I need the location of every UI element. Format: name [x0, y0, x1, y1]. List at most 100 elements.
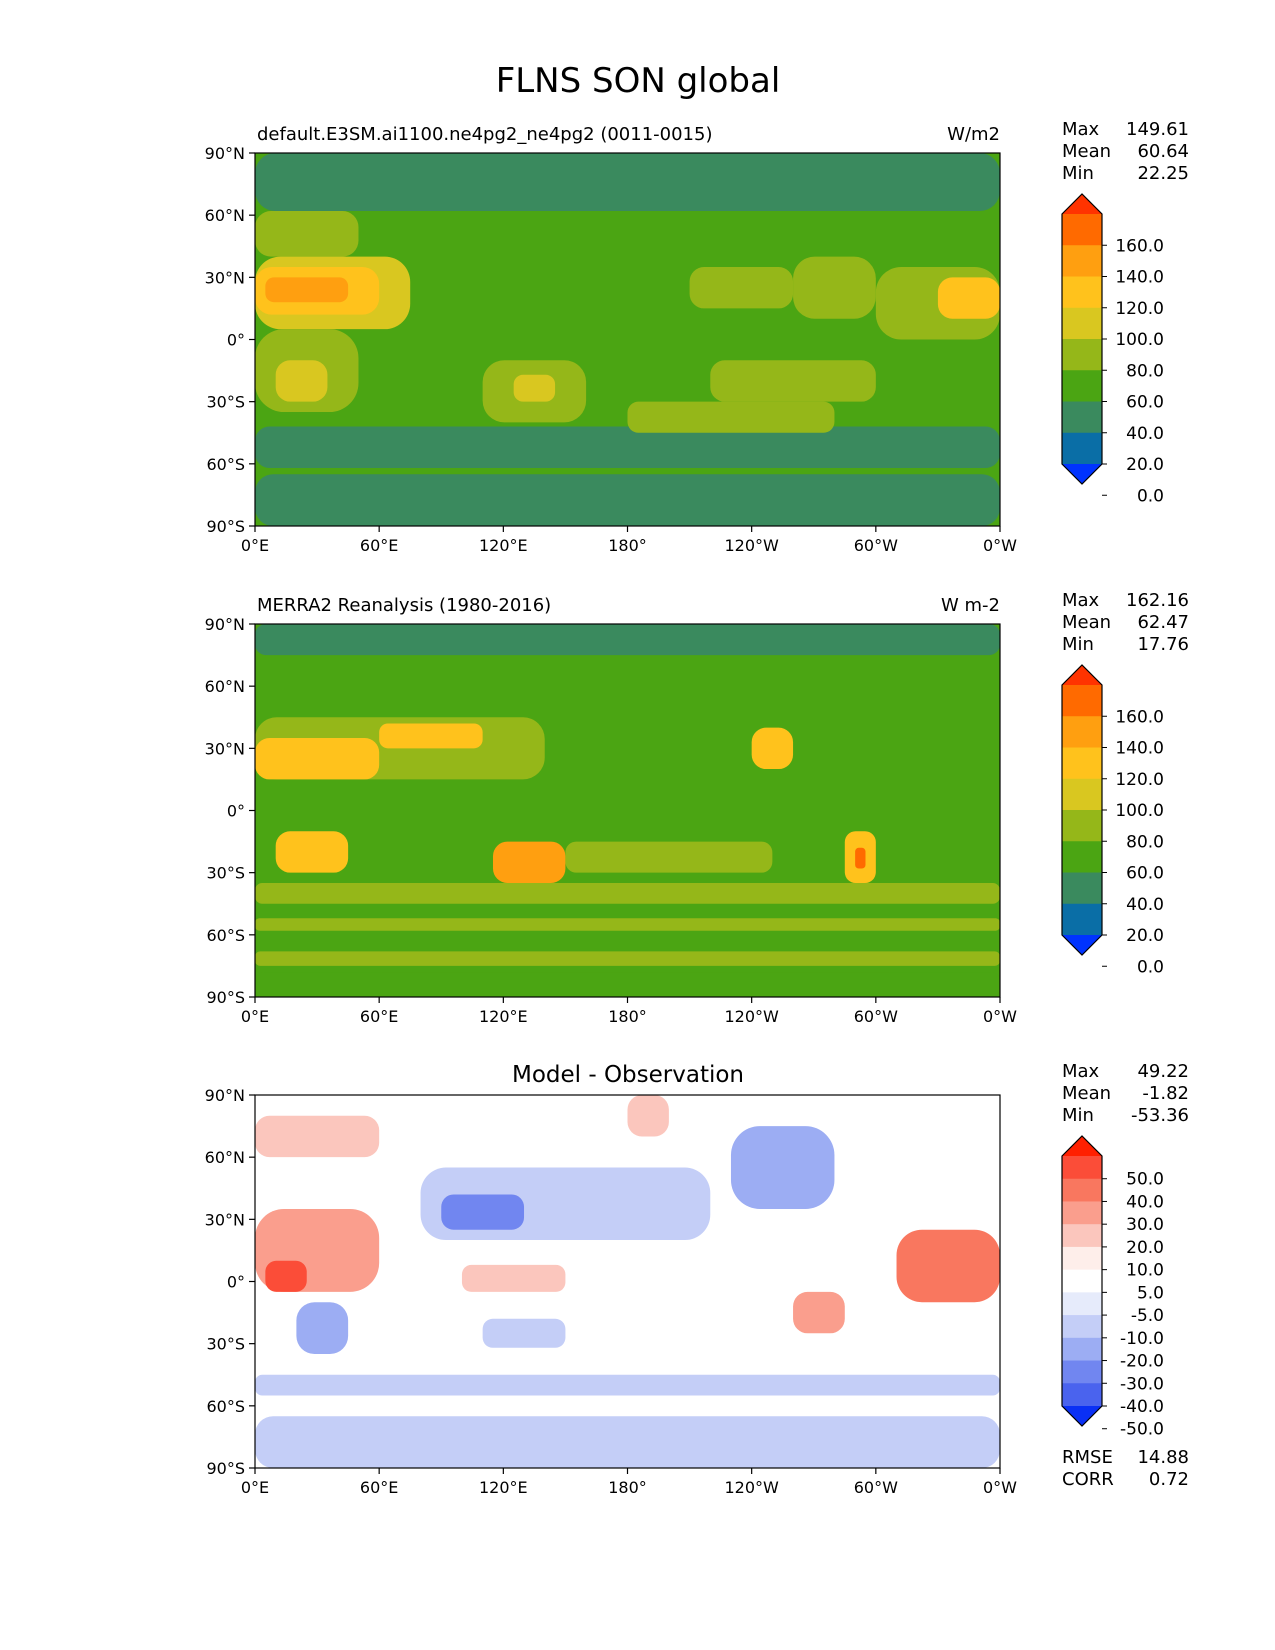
colorbar-segment — [1062, 1315, 1102, 1339]
panel-observation: MERRA2 Reanalysis (1980-2016) W m-2 0°E 6… — [205, 590, 1189, 1026]
x-tick-label: 180° — [608, 1478, 647, 1497]
field-region — [710, 360, 876, 402]
stat-mean-value: 60.64 — [1137, 141, 1189, 162]
stats-box: Max 162.16 Mean 62.47 Min 17.76 — [1062, 590, 1189, 655]
x-tick-label: 60°E — [360, 536, 398, 555]
panel-units: W m-2 — [941, 595, 1000, 616]
colorbar-extend-max — [1062, 665, 1102, 685]
colorbar-segment — [1062, 841, 1102, 873]
stat-mean-label: Mean — [1062, 1083, 1111, 1104]
y-axis: 90°S 60°S 30°S 0° 30°N 60°N 90°N — [205, 144, 255, 536]
colorbar-segment — [1062, 747, 1102, 780]
field-region — [255, 972, 1000, 997]
colorbar-segment — [1062, 432, 1102, 465]
stat-max-label: Max — [1062, 119, 1100, 140]
stat-mean-label: Mean — [1062, 141, 1111, 162]
colorbar-segment — [1062, 716, 1102, 748]
stat-min-value: 22.25 — [1137, 163, 1189, 184]
x-tick-label: 120°W — [724, 1478, 779, 1497]
stat-min-label: Min — [1062, 634, 1094, 655]
x-axis: 0°E 60°E 120°E 180° 120°W 60°W 0°W — [241, 997, 1017, 1026]
x-tick-label: 120°E — [479, 1478, 528, 1497]
colorbar-segment — [1062, 810, 1102, 842]
colorbar-tick-label: 20.0 — [1126, 455, 1164, 475]
stat-max-label: Max — [1062, 590, 1100, 611]
field-region — [255, 1416, 1000, 1468]
panel-model: default.E3SM.ai1100.ne4pg2_ne4pg2 (0011-… — [205, 119, 1189, 555]
panel-difference: Model - Observation 0°E 60°E 120°E 180° 120°… — [205, 1061, 1189, 1497]
colorbar-tick-label: -10.0 — [1120, 1329, 1164, 1349]
x-tick-label: 180° — [608, 536, 647, 555]
field-region — [255, 211, 359, 257]
y-tick-label: 30°S — [206, 393, 245, 412]
y-tick-label: 90°S — [206, 517, 245, 536]
field-region — [627, 1095, 669, 1137]
colorbar-tick-label: 20.0 — [1126, 926, 1164, 946]
colorbar-segment — [1062, 685, 1102, 717]
stats-box: Max 49.22 Mean -1.82 Min -53.36 — [1062, 1061, 1189, 1126]
y-axis: 90°S 60°S 30°S 0° 30°N 60°N 90°N — [205, 615, 255, 1007]
colorbar-tick-label: 20.0 — [1126, 1238, 1164, 1258]
y-tick-label: 30°S — [206, 1335, 245, 1354]
colorbar-tick-label: 40.0 — [1126, 1192, 1164, 1212]
colorbar-tick-label: 0.0 — [1137, 957, 1164, 977]
y-tick-label: 0° — [227, 1273, 245, 1292]
field-region — [255, 883, 1000, 904]
map-field — [255, 624, 1000, 997]
field-region — [275, 360, 328, 402]
y-tick-label: 30°S — [206, 864, 245, 883]
colorbar-segment — [1062, 307, 1102, 340]
field-region — [255, 153, 1000, 212]
x-tick-label: 0°E — [241, 1007, 269, 1026]
colorbar-tick-label: 50.0 — [1126, 1170, 1164, 1190]
colorbar-extend-min — [1062, 935, 1102, 955]
colorbar-tick-label: 120.0 — [1115, 770, 1164, 790]
colorbar-segment — [1062, 1292, 1102, 1316]
colorbar-tick-label: 60.0 — [1126, 864, 1164, 884]
x-tick-label: 0°W — [983, 1007, 1017, 1026]
colorbar-tick-label: 60.0 — [1126, 393, 1164, 413]
y-tick-label: 30°N — [205, 1210, 245, 1229]
x-tick-label: 0°E — [241, 536, 269, 555]
field-region — [793, 1291, 845, 1334]
field-region — [627, 401, 835, 433]
colorbar-segment — [1062, 370, 1102, 402]
field-region — [255, 474, 1000, 526]
colorbar-segment — [1062, 1224, 1102, 1248]
stat-rmse-label: RMSE — [1062, 1447, 1113, 1468]
x-tick-label: 60°E — [360, 1007, 398, 1026]
colorbar-tick-label: -5.0 — [1131, 1306, 1164, 1326]
field-region — [441, 1194, 525, 1230]
colorbar: 160.0 140.0 120.0 100.0 80.0 60.0 40.0 20.0 0.0 — [1061, 193, 1164, 506]
field-region — [855, 847, 866, 869]
stat-min-label: Min — [1062, 163, 1094, 184]
stats-box: Max 149.61 Mean 60.64 Min 22.25 — [1062, 119, 1189, 184]
field-region — [255, 624, 1000, 656]
colorbar-tick-label: 140.0 — [1115, 739, 1164, 759]
x-tick-label: 0°W — [983, 1478, 1017, 1497]
x-axis: 0°E 60°E 120°E 180° 120°W 60°W 0°W — [241, 526, 1017, 555]
field-region — [255, 918, 1000, 931]
stat-max-value: 149.61 — [1126, 119, 1189, 140]
x-tick-label: 120°E — [479, 1007, 528, 1026]
colorbar-extend-max — [1062, 1136, 1102, 1156]
y-tick-label: 60°N — [205, 1148, 245, 1167]
field-region — [296, 1302, 349, 1355]
colorbar-segment — [1062, 1360, 1102, 1384]
field-region — [379, 723, 483, 749]
x-tick-label: 60°W — [854, 1478, 898, 1497]
x-tick-label: 0°W — [983, 536, 1017, 555]
colorbar-tick-label: -30.0 — [1120, 1374, 1164, 1394]
field-region — [461, 1264, 566, 1292]
colorbar: 160.0 140.0 120.0 100.0 80.0 60.0 40.0 20.0 0.0 — [1061, 664, 1164, 977]
y-tick-label: 60°S — [206, 1397, 245, 1416]
y-tick-label: 90°S — [206, 988, 245, 1007]
colorbar-segment — [1062, 1201, 1102, 1225]
y-tick-label: 30°N — [205, 739, 245, 758]
panel-units: W/m2 — [947, 124, 1000, 145]
x-axis: 0°E 60°E 120°E 180° 120°W 60°W 0°W — [241, 1468, 1017, 1497]
colorbar-segment — [1062, 1269, 1102, 1293]
map-field — [255, 153, 1000, 526]
y-tick-label: 0° — [227, 331, 245, 350]
